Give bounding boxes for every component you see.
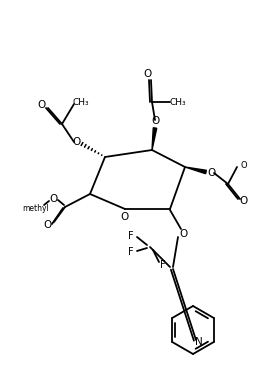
Polygon shape — [185, 167, 206, 174]
Text: O: O — [120, 212, 128, 222]
Text: CH₃: CH₃ — [73, 97, 89, 106]
Text: F: F — [128, 231, 134, 241]
Text: O: O — [240, 196, 248, 206]
Text: methyl: methyl — [23, 203, 49, 212]
Text: O: O — [241, 160, 247, 170]
Text: N: N — [195, 337, 203, 347]
Text: O: O — [49, 194, 57, 204]
Text: O: O — [179, 229, 187, 239]
Text: O: O — [72, 137, 80, 147]
Text: O: O — [37, 100, 45, 110]
Text: CH₃: CH₃ — [170, 97, 186, 106]
Text: F: F — [160, 260, 166, 270]
Text: O: O — [43, 220, 51, 230]
Text: O: O — [152, 116, 160, 126]
Text: F: F — [128, 247, 134, 257]
Text: O: O — [144, 69, 152, 79]
Polygon shape — [152, 128, 157, 150]
Text: O: O — [208, 168, 216, 178]
